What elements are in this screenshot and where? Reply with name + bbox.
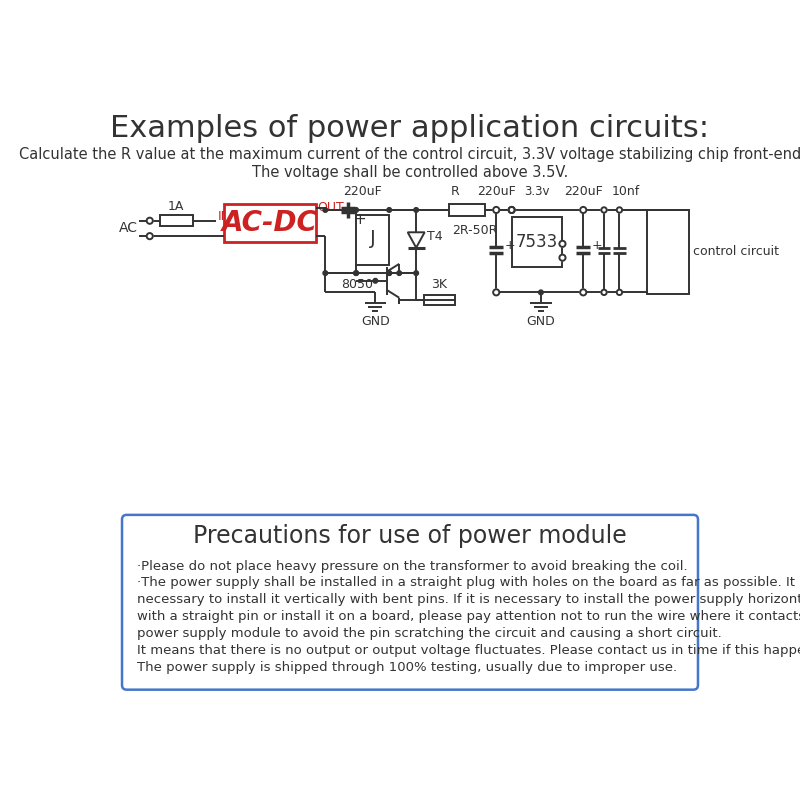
- Text: +: +: [354, 212, 366, 226]
- Text: +: +: [592, 239, 602, 252]
- Circle shape: [346, 208, 350, 212]
- Text: 220uF: 220uF: [477, 185, 516, 198]
- Circle shape: [580, 207, 586, 213]
- Text: The power supply is shipped through 100% testing, usually due to improper use.: The power supply is shipped through 100%…: [138, 661, 678, 674]
- Circle shape: [387, 208, 391, 212]
- Text: +: +: [505, 239, 515, 252]
- Text: 7533: 7533: [516, 234, 558, 251]
- Circle shape: [617, 207, 622, 213]
- Circle shape: [559, 254, 566, 261]
- Bar: [647, 210, 689, 294]
- Text: Precautions for use of power module: Precautions for use of power module: [193, 525, 627, 549]
- Bar: [224, 204, 316, 242]
- Text: with a straight pin or install it on a board, please pay attention not to run th: with a straight pin or install it on a b…: [138, 610, 800, 623]
- Bar: [160, 215, 193, 226]
- Text: control circuit: control circuit: [693, 246, 778, 258]
- Text: AC: AC: [118, 222, 138, 235]
- Bar: [449, 204, 485, 216]
- Text: T4: T4: [427, 230, 442, 243]
- Circle shape: [146, 233, 153, 239]
- Text: 10nf: 10nf: [612, 185, 640, 198]
- Text: 8050: 8050: [341, 278, 373, 291]
- Text: GND: GND: [526, 315, 555, 329]
- Circle shape: [509, 207, 514, 213]
- Text: OUT: OUT: [318, 201, 344, 214]
- Circle shape: [323, 208, 328, 212]
- Circle shape: [414, 270, 418, 275]
- Polygon shape: [408, 232, 425, 248]
- Circle shape: [538, 290, 543, 294]
- Text: It means that there is no output or output voltage fluctuates. Please contact us: It means that there is no output or outp…: [138, 644, 800, 658]
- Circle shape: [559, 241, 566, 247]
- Text: Examples of power application circuits:: Examples of power application circuits:: [110, 114, 710, 143]
- Bar: [424, 295, 454, 305]
- Text: ·The power supply shall be installed in a straight plug with holes on the board : ·The power supply shall be installed in …: [138, 577, 800, 590]
- Circle shape: [602, 290, 606, 295]
- Circle shape: [354, 270, 358, 275]
- Text: 3.3v: 3.3v: [524, 185, 550, 198]
- Text: J: J: [370, 229, 375, 248]
- Circle shape: [323, 270, 328, 275]
- Circle shape: [493, 290, 499, 295]
- Bar: [512, 217, 562, 267]
- Circle shape: [602, 207, 606, 213]
- Text: 1A: 1A: [168, 200, 184, 213]
- Circle shape: [146, 218, 153, 224]
- Bar: [356, 215, 390, 266]
- Text: 220uF: 220uF: [564, 185, 602, 198]
- Circle shape: [414, 208, 418, 212]
- Circle shape: [373, 278, 378, 283]
- Circle shape: [580, 290, 586, 295]
- Text: 3K: 3K: [431, 278, 447, 291]
- Text: GND: GND: [361, 315, 390, 329]
- Circle shape: [387, 270, 391, 275]
- Text: 220uF: 220uF: [343, 185, 382, 198]
- Circle shape: [354, 208, 358, 212]
- Circle shape: [509, 207, 514, 213]
- Text: 2R-50R: 2R-50R: [452, 224, 498, 237]
- Circle shape: [387, 270, 391, 275]
- FancyBboxPatch shape: [122, 515, 698, 690]
- Text: necessary to install it vertically with bent pins. If it is necessary to install: necessary to install it vertically with …: [138, 594, 800, 606]
- Circle shape: [397, 270, 402, 275]
- Text: The voltage shall be controlled above 3.5V.: The voltage shall be controlled above 3.…: [252, 166, 568, 181]
- Text: AC-DC: AC-DC: [222, 209, 318, 237]
- Text: IN: IN: [218, 210, 230, 223]
- Text: R: R: [450, 185, 459, 198]
- Circle shape: [617, 290, 622, 295]
- Text: Calculate the R value at the maximum current of the control circuit, 3.3V voltag: Calculate the R value at the maximum cur…: [19, 147, 800, 162]
- Text: ·Please do not place heavy pressure on the transformer to avoid breaking the coi: ·Please do not place heavy pressure on t…: [138, 559, 688, 573]
- Circle shape: [354, 270, 358, 275]
- Text: power supply module to avoid the pin scratching the circuit and causing a short : power supply module to avoid the pin scr…: [138, 627, 722, 640]
- Circle shape: [493, 207, 499, 213]
